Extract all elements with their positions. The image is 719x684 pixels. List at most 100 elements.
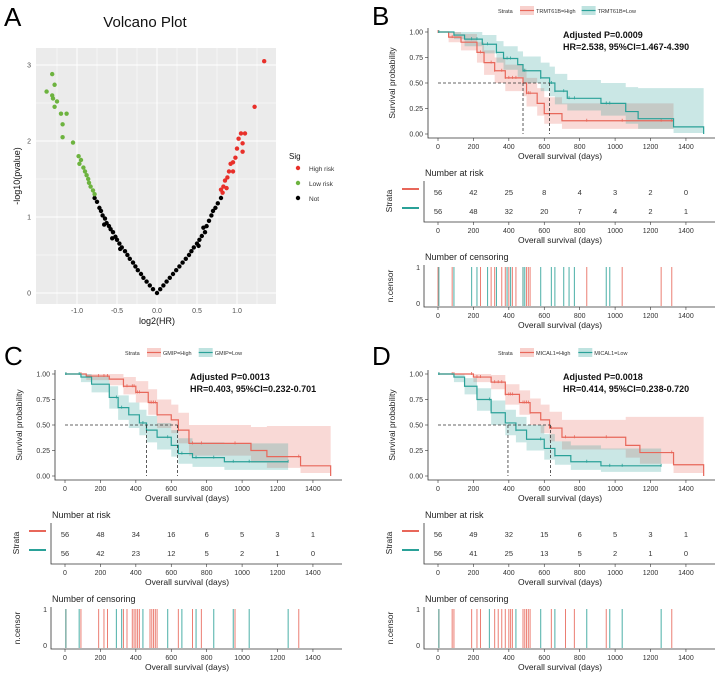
- x-tick-label: 1400: [678, 313, 694, 320]
- risk-count: 48: [469, 207, 477, 216]
- p-value-annotation: Adjusted P=0.0018: [563, 372, 643, 382]
- y-tick-label: 0.50: [409, 81, 423, 88]
- risk-count: 5: [240, 530, 244, 539]
- risk-count: 23: [132, 549, 140, 558]
- data-point-not: [135, 268, 140, 273]
- x-tick-label: 1.0: [232, 308, 242, 315]
- data-point-low-risk: [60, 135, 65, 140]
- risk-count: 48: [96, 530, 104, 539]
- legend-title: Strata: [498, 9, 514, 15]
- risk-count: 12: [167, 549, 175, 558]
- risk-count: 42: [96, 549, 104, 558]
- data-point-low-risk: [58, 111, 64, 116]
- data-point-high-risk: [242, 131, 248, 136]
- risk-count: 41: [469, 549, 477, 558]
- risk-count: 42: [469, 188, 477, 197]
- data-point-not: [100, 213, 105, 218]
- y-tick-label: 1.00: [409, 30, 423, 37]
- x-axis-label: Overall survival (days): [518, 320, 602, 330]
- x-tick-label: 800: [574, 228, 586, 235]
- risk-count: 25: [505, 188, 513, 197]
- x-tick-label: 200: [468, 655, 480, 662]
- legend-marker: [295, 165, 301, 171]
- x-axis-label: Overall survival (days): [145, 577, 229, 587]
- y-tick-label: 0.75: [36, 397, 50, 404]
- data-point-not: [167, 275, 172, 280]
- risk-count: 13: [540, 549, 548, 558]
- y-tick-label: 1: [27, 215, 31, 222]
- x-tick-label: 200: [95, 570, 107, 577]
- y-axis-label: -log10(pvalue): [12, 147, 22, 205]
- data-point-not: [215, 201, 220, 206]
- data-point-high-risk: [225, 175, 230, 180]
- data-point-not: [180, 260, 185, 265]
- risk-count: 3: [275, 530, 279, 539]
- survival-curve: [438, 373, 662, 467]
- data-point-not: [202, 230, 208, 235]
- y-tick-label: 0.00: [36, 474, 50, 481]
- x-tick-label: 1000: [607, 144, 623, 151]
- x-tick-label: 600: [538, 655, 550, 662]
- risk-count: 56: [434, 530, 442, 539]
- risk-count: 5: [613, 530, 617, 539]
- x-axis-label: Overall survival (days): [518, 151, 602, 161]
- risk-count: 2: [613, 549, 617, 558]
- axis-line: [423, 181, 715, 223]
- data-point-not: [197, 237, 202, 242]
- risk-count: 56: [434, 188, 442, 197]
- data-point-not: [218, 195, 224, 201]
- data-point-not: [199, 233, 204, 239]
- risk-count: 32: [505, 530, 513, 539]
- y-tick-label: 1.00: [36, 372, 50, 379]
- hr-annotation: HR=2.538, 95%CI=1.467-4.390: [563, 42, 689, 52]
- hr-annotation: HR=0.403, 95%CI=0.232-0.701: [190, 384, 316, 394]
- x-tick-label: 1400: [678, 228, 694, 235]
- data-point-not: [141, 275, 146, 280]
- x-tick-label: 800: [574, 655, 586, 662]
- confidence-band: [65, 374, 289, 470]
- data-point-high-risk: [226, 169, 232, 174]
- censoring-y-label: n.censor: [385, 270, 395, 303]
- x-axis-label: Overall survival (days): [518, 235, 602, 245]
- y-tick-label: 2: [27, 139, 31, 146]
- risk-table-y-label: Strata: [384, 531, 394, 554]
- km-panel-d: D Strata MICAL1=High MICAL1=Low 0.00 0.25 0.50…: [372, 341, 715, 672]
- data-point-not: [118, 246, 123, 252]
- y-axis-label: Survival probability: [387, 47, 397, 119]
- data-point-high-risk: [230, 169, 236, 174]
- x-tick-label: 800: [574, 313, 586, 320]
- risk-count: 6: [205, 530, 209, 539]
- risk-count: 34: [132, 530, 140, 539]
- risk-count: 1: [275, 549, 279, 558]
- risk-count: 1: [311, 530, 315, 539]
- data-point-not: [154, 290, 160, 296]
- risk-count: 5: [205, 549, 209, 558]
- x-tick-label: 800: [201, 486, 213, 493]
- y-tick-label: 1: [416, 265, 420, 272]
- axis-line: [54, 370, 342, 481]
- x-tick-label: 400: [503, 486, 515, 493]
- data-point-low-risk: [76, 154, 81, 159]
- data-point-low-risk: [77, 161, 82, 166]
- data-point-low-risk: [54, 99, 60, 104]
- survival-curve: [438, 31, 674, 122]
- x-tick-label: 0: [436, 655, 440, 662]
- risk-count: 15: [540, 530, 548, 539]
- risk-count: 0: [684, 188, 688, 197]
- x-tick-label: 1000: [607, 228, 623, 235]
- data-point-high-risk: [224, 185, 229, 191]
- y-tick-label: 0.25: [36, 448, 50, 455]
- x-tick-label: 0: [436, 144, 440, 151]
- x-tick-label: 800: [574, 570, 586, 577]
- data-point-not: [201, 225, 206, 230]
- y-tick-label: 0.25: [409, 448, 423, 455]
- x-axis-label: Overall survival (days): [518, 662, 602, 672]
- data-point-not: [114, 237, 120, 242]
- data-point-not: [102, 222, 107, 227]
- confidence-band: [438, 32, 674, 129]
- risk-count: 0: [684, 549, 688, 558]
- x-tick-label: 200: [95, 655, 107, 662]
- panel-letter-d: D: [372, 341, 391, 371]
- data-point-not: [183, 256, 188, 261]
- legend-title: Strata: [498, 351, 514, 357]
